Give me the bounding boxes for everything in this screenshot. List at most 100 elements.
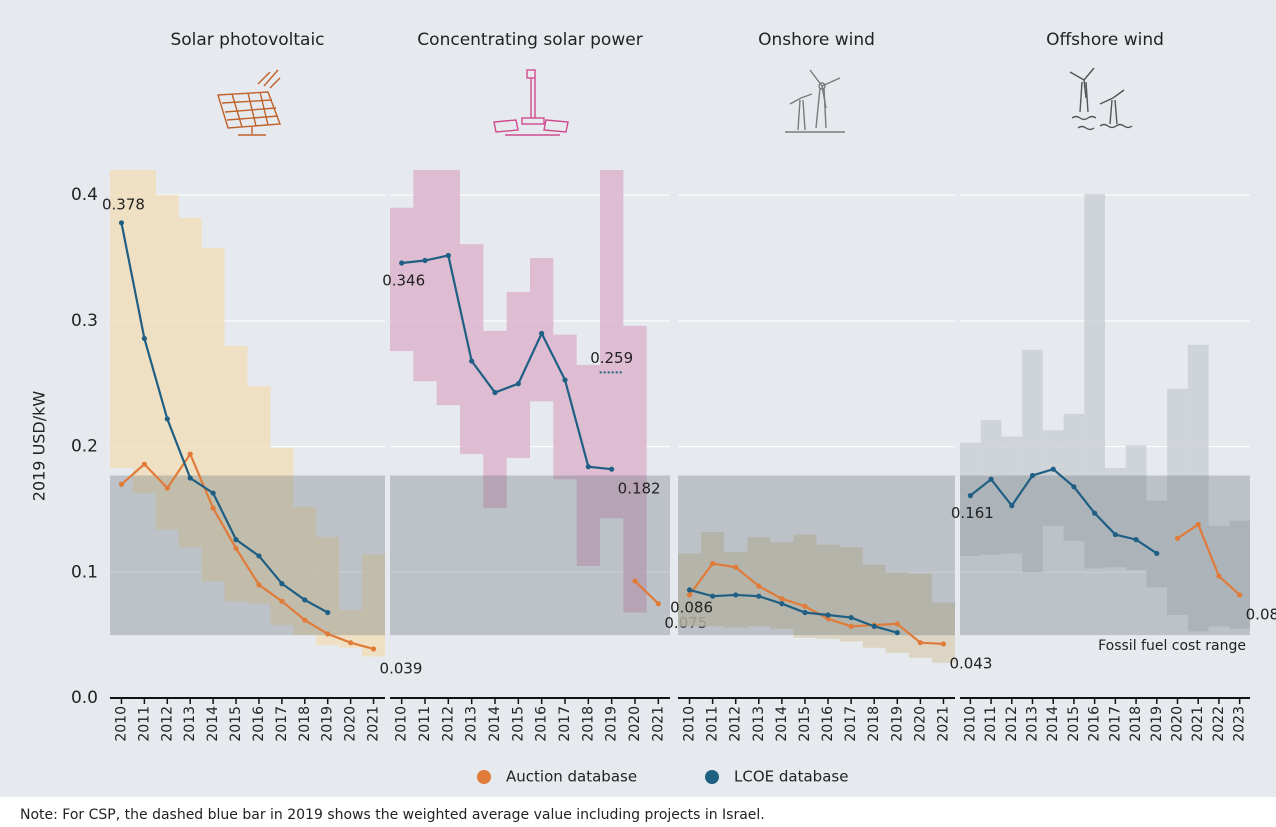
series-line: [120, 451, 374, 651]
x-tick-label: 2020: [627, 706, 643, 742]
range-bar: [793, 534, 817, 638]
point: [118, 481, 125, 487]
panel-title: Solar photovoltaic: [170, 30, 324, 50]
x-tick-label: 2021: [650, 706, 666, 742]
point: [710, 560, 716, 567]
data-label: 0.039: [380, 659, 423, 677]
point: [1216, 573, 1222, 579]
range-bar: [1084, 193, 1105, 569]
onshore-icon: [785, 69, 845, 133]
fossil-band: [390, 475, 670, 636]
data-label: 0.259: [590, 349, 633, 367]
fossil-band: [110, 475, 385, 636]
x-tick-label: 2015: [1066, 706, 1082, 742]
legend-swatch: [705, 770, 719, 784]
point: [233, 545, 239, 552]
x-tick-label: 2016: [820, 706, 836, 742]
x-tick-label: 2012: [1004, 706, 1020, 742]
x-tick-label: 2018: [297, 706, 313, 742]
icons: [217, 67, 1133, 136]
point: [585, 464, 591, 470]
point: [825, 612, 831, 618]
data-label: 0.086: [670, 598, 713, 616]
x-tick-label: 2015: [510, 706, 526, 742]
range-bar: [413, 170, 437, 382]
x-tick-label: 2012: [159, 706, 175, 742]
x-tick-label: 2016: [534, 706, 550, 742]
csp-icon: [493, 69, 569, 136]
range-bar: [1022, 349, 1043, 573]
range-bar: [460, 244, 484, 455]
series-line: [120, 222, 329, 614]
range-bar: [1063, 413, 1085, 541]
point: [279, 581, 285, 587]
point: [756, 593, 762, 599]
point: [539, 330, 545, 337]
point: [988, 476, 994, 482]
point: [233, 537, 239, 543]
point: [1133, 537, 1139, 543]
x-tick-label: 2013: [182, 706, 198, 742]
point: [686, 592, 693, 598]
point: [515, 381, 521, 387]
legend-label: LCOE database: [734, 768, 848, 786]
x-tick-label: 2012: [728, 706, 744, 742]
x-tick-label: 2014: [487, 706, 503, 742]
x-tick-label: 2011: [983, 706, 999, 742]
point: [164, 416, 170, 422]
point: [967, 493, 973, 499]
point: [686, 587, 693, 593]
point: [655, 601, 661, 607]
x-tick-label: 2015: [228, 706, 244, 742]
point: [325, 609, 331, 616]
fossil-band: [678, 475, 955, 636]
point: [848, 614, 854, 621]
y-tick-label: 0.2: [71, 437, 98, 457]
point: [325, 631, 331, 637]
x-tick-label: 2014: [774, 706, 790, 742]
panel-title: Onshore wind: [758, 30, 875, 50]
range-bar: [1105, 467, 1126, 568]
range-bar: [1042, 430, 1064, 526]
range-bar: [885, 572, 909, 653]
x-tick-label: 2010: [962, 706, 978, 742]
range-bar: [362, 554, 385, 657]
point: [187, 475, 193, 481]
y-tick-label: 0.4: [71, 185, 98, 205]
point: [1029, 472, 1036, 479]
point: [710, 593, 716, 599]
range-bar: [770, 542, 794, 629]
point: [733, 564, 739, 570]
point: [187, 451, 193, 457]
range-bar: [747, 537, 771, 627]
point: [802, 609, 808, 616]
data-label: 0.346: [382, 272, 425, 290]
x-tick-label: 2011: [136, 706, 152, 742]
series-line: [688, 562, 944, 646]
x-tick-label: 2016: [1087, 706, 1103, 742]
point: [348, 640, 354, 646]
range-bar: [316, 537, 340, 646]
x-tick-label: 2020: [912, 706, 928, 742]
data-label: 0.161: [951, 504, 994, 522]
x-tick-label: 2017: [557, 706, 573, 742]
point: [1009, 503, 1015, 509]
x-tick-label: 2010: [682, 706, 698, 742]
x-tick-label: 2020: [343, 706, 359, 742]
point: [279, 598, 285, 604]
legend-swatch: [477, 770, 491, 784]
range-bar: [1187, 344, 1209, 632]
point: [894, 621, 900, 627]
data-label: 0.378: [102, 195, 145, 213]
range-bar: [1229, 520, 1250, 629]
point: [632, 578, 638, 584]
point: [399, 260, 405, 266]
point: [1050, 466, 1056, 472]
point: [825, 616, 831, 622]
x-tick-label: 2021: [366, 706, 382, 742]
point: [1092, 510, 1098, 516]
point: [894, 630, 900, 636]
range-bar: [960, 442, 981, 556]
series-line: [969, 467, 1158, 555]
point: [210, 505, 216, 511]
